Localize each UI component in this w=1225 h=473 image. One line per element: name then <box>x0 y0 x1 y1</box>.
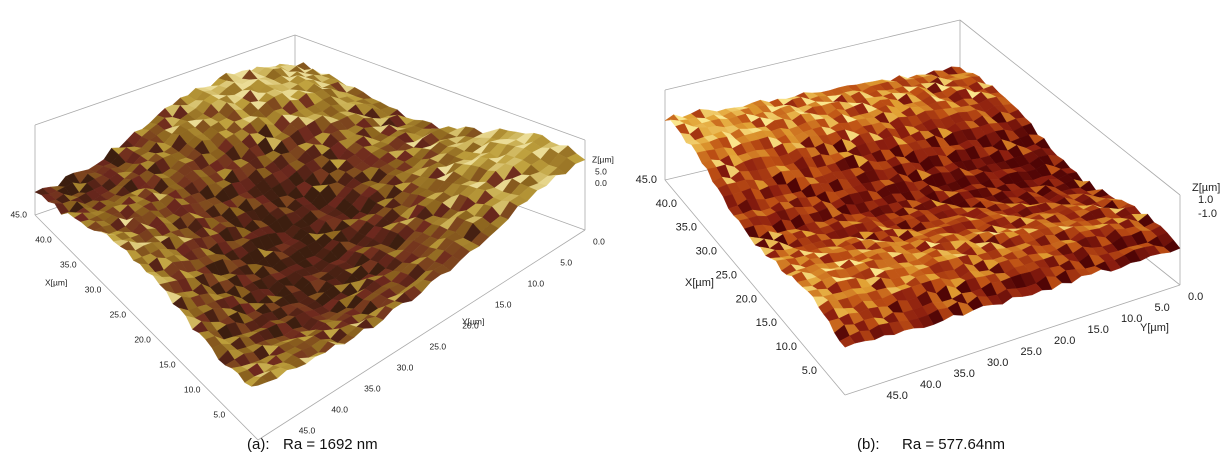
panel-label: (a): <box>247 436 270 453</box>
y-tick-label: 5.0 <box>1155 302 1170 314</box>
x-tick-label: 5.0 <box>802 365 817 377</box>
z-tick-label: -1.0 <box>1198 208 1217 220</box>
y-tick-label: 40.0 <box>331 404 348 414</box>
x-tick-label: 30.0 <box>85 284 102 294</box>
x-tick-label: 45.0 <box>10 209 27 219</box>
afm-panel: 45.0 40.0 35.0 30.0 25.0 20.0 15.0 10.0 5.0 0.0 5.… <box>636 20 1221 402</box>
x-tick-label: 35.0 <box>60 259 77 269</box>
figure: (a): Ra = 1692 nm (b): Ra = 577.64nm 45.… <box>0 0 1225 473</box>
x-tick-label: 10.0 <box>184 384 201 394</box>
y-axis-title: Y[µm] <box>1140 322 1169 334</box>
y-tick-label: 45.0 <box>299 425 316 435</box>
panel-label: (b): <box>857 436 880 453</box>
y-tick-label: 45.0 <box>887 390 908 402</box>
z-axis-title: Z[µm] <box>592 154 614 164</box>
y-tick-label: 15.0 <box>1088 324 1109 336</box>
x-tick-label: 20.0 <box>736 293 757 305</box>
y-tick-label: 35.0 <box>364 383 381 393</box>
afm-panel: 45.0 40.0 35.0 30.0 25.0 20.0 15.0 10.0 5.0 0.0 5.… <box>10 35 613 440</box>
y-tick-label: 10.0 <box>528 278 545 288</box>
y-tick-label: 40.0 <box>920 379 941 391</box>
y-tick-label: 30.0 <box>987 357 1008 369</box>
y-tick-label: 25.0 <box>430 341 447 351</box>
panel-caption: Ra = 1692 nm <box>283 436 378 453</box>
x-axis-title: X[µm] <box>45 277 67 287</box>
z-tick-label: 5.0 <box>595 166 607 176</box>
x-tick-label: 10.0 <box>776 341 797 353</box>
x-tick-label: 25.0 <box>110 309 127 319</box>
y-tick-label: 15.0 <box>495 299 512 309</box>
y-tick-label: 25.0 <box>1021 346 1042 358</box>
x-tick-label: 25.0 <box>716 269 737 281</box>
y-tick-label: 5.0 <box>560 257 572 267</box>
panel-caption: Ra = 577.64nm <box>902 436 1005 453</box>
x-axis-title: X[µm] <box>685 277 714 289</box>
x-tick-label: 20.0 <box>134 334 151 344</box>
z-axis-title: Z[µm] <box>1192 182 1220 194</box>
y-tick-label: 35.0 <box>954 368 975 380</box>
y-tick-label: 20.0 <box>1054 335 1075 347</box>
y-tick-label: 0.0 <box>1188 291 1203 303</box>
x-tick-label: 40.0 <box>656 198 677 210</box>
x-tick-label: 30.0 <box>696 246 717 258</box>
x-tick-label: 40.0 <box>35 234 52 244</box>
x-tick-label: 15.0 <box>756 317 777 329</box>
y-tick-label: 30.0 <box>397 362 414 372</box>
x-tick-label: 15.0 <box>159 359 176 369</box>
y-tick-label: 0.0 <box>593 236 605 246</box>
x-tick-label: 35.0 <box>676 222 697 234</box>
x-tick-label: 5.0 <box>213 409 225 419</box>
y-axis-title: Y[µm] <box>462 316 484 326</box>
x-tick-label: 45.0 <box>636 174 657 186</box>
z-tick-label: 1.0 <box>1198 194 1213 206</box>
z-tick-label: 0.0 <box>595 178 607 188</box>
